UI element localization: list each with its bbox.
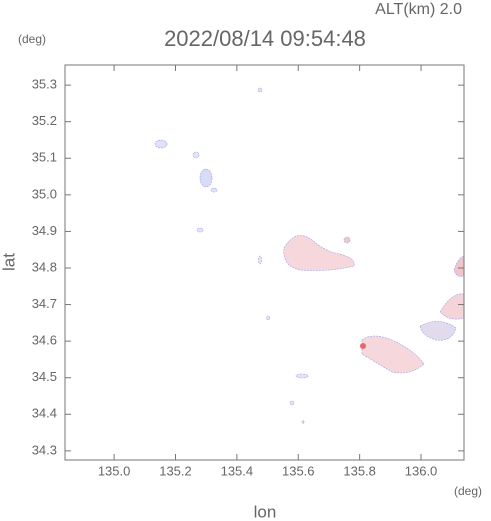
y-axis-label: lat (0, 253, 18, 271)
echo (301, 420, 305, 424)
echo (196, 227, 204, 233)
echo (154, 139, 168, 149)
echo (257, 87, 263, 93)
echo (258, 255, 262, 265)
y-tick-label: 34.4 (32, 406, 57, 421)
echo (295, 373, 309, 379)
y-tick-label: 34.8 (32, 259, 57, 274)
x-tick-label: 135.6 (282, 463, 315, 478)
echo (419, 321, 457, 341)
y-tick-label: 34.6 (32, 333, 57, 348)
echo (453, 255, 465, 277)
plot-frame (64, 64, 465, 461)
echo (439, 293, 465, 320)
echo (289, 400, 295, 406)
echo (360, 343, 366, 349)
chart-title: 2022/08/14 09:54:48 (164, 26, 366, 51)
y-tick-label: 35.0 (32, 186, 57, 201)
x-tick-label: 135.4 (221, 463, 254, 478)
y-unit: (deg) (18, 32, 46, 46)
x-unit: (deg) (454, 484, 482, 498)
y-tick-label: 35.3 (32, 77, 57, 92)
x-tick-label: 135.8 (343, 463, 376, 478)
y-tick-label: 34.5 (32, 369, 57, 384)
echoes (154, 87, 465, 424)
x-tick-label: 136.0 (405, 463, 438, 478)
y-tick-label: 35.1 (32, 150, 57, 165)
echo (283, 235, 355, 271)
echo (361, 335, 425, 374)
y-tick-label: 34.7 (32, 296, 57, 311)
echo (199, 168, 213, 188)
x-tick-label: 135.2 (159, 463, 192, 478)
echo (266, 315, 270, 321)
echo (210, 187, 218, 193)
x-tick-label: 135.0 (98, 463, 131, 478)
y-tick-label: 34.3 (32, 442, 57, 457)
altitude-label: ALT(km) 2.0 (375, 1, 462, 18)
x-axis-label: lon (254, 502, 277, 521)
y-tick-label: 34.9 (32, 223, 57, 238)
echo (192, 151, 200, 159)
echo (343, 236, 351, 244)
y-tick-label: 35.2 (32, 113, 57, 128)
